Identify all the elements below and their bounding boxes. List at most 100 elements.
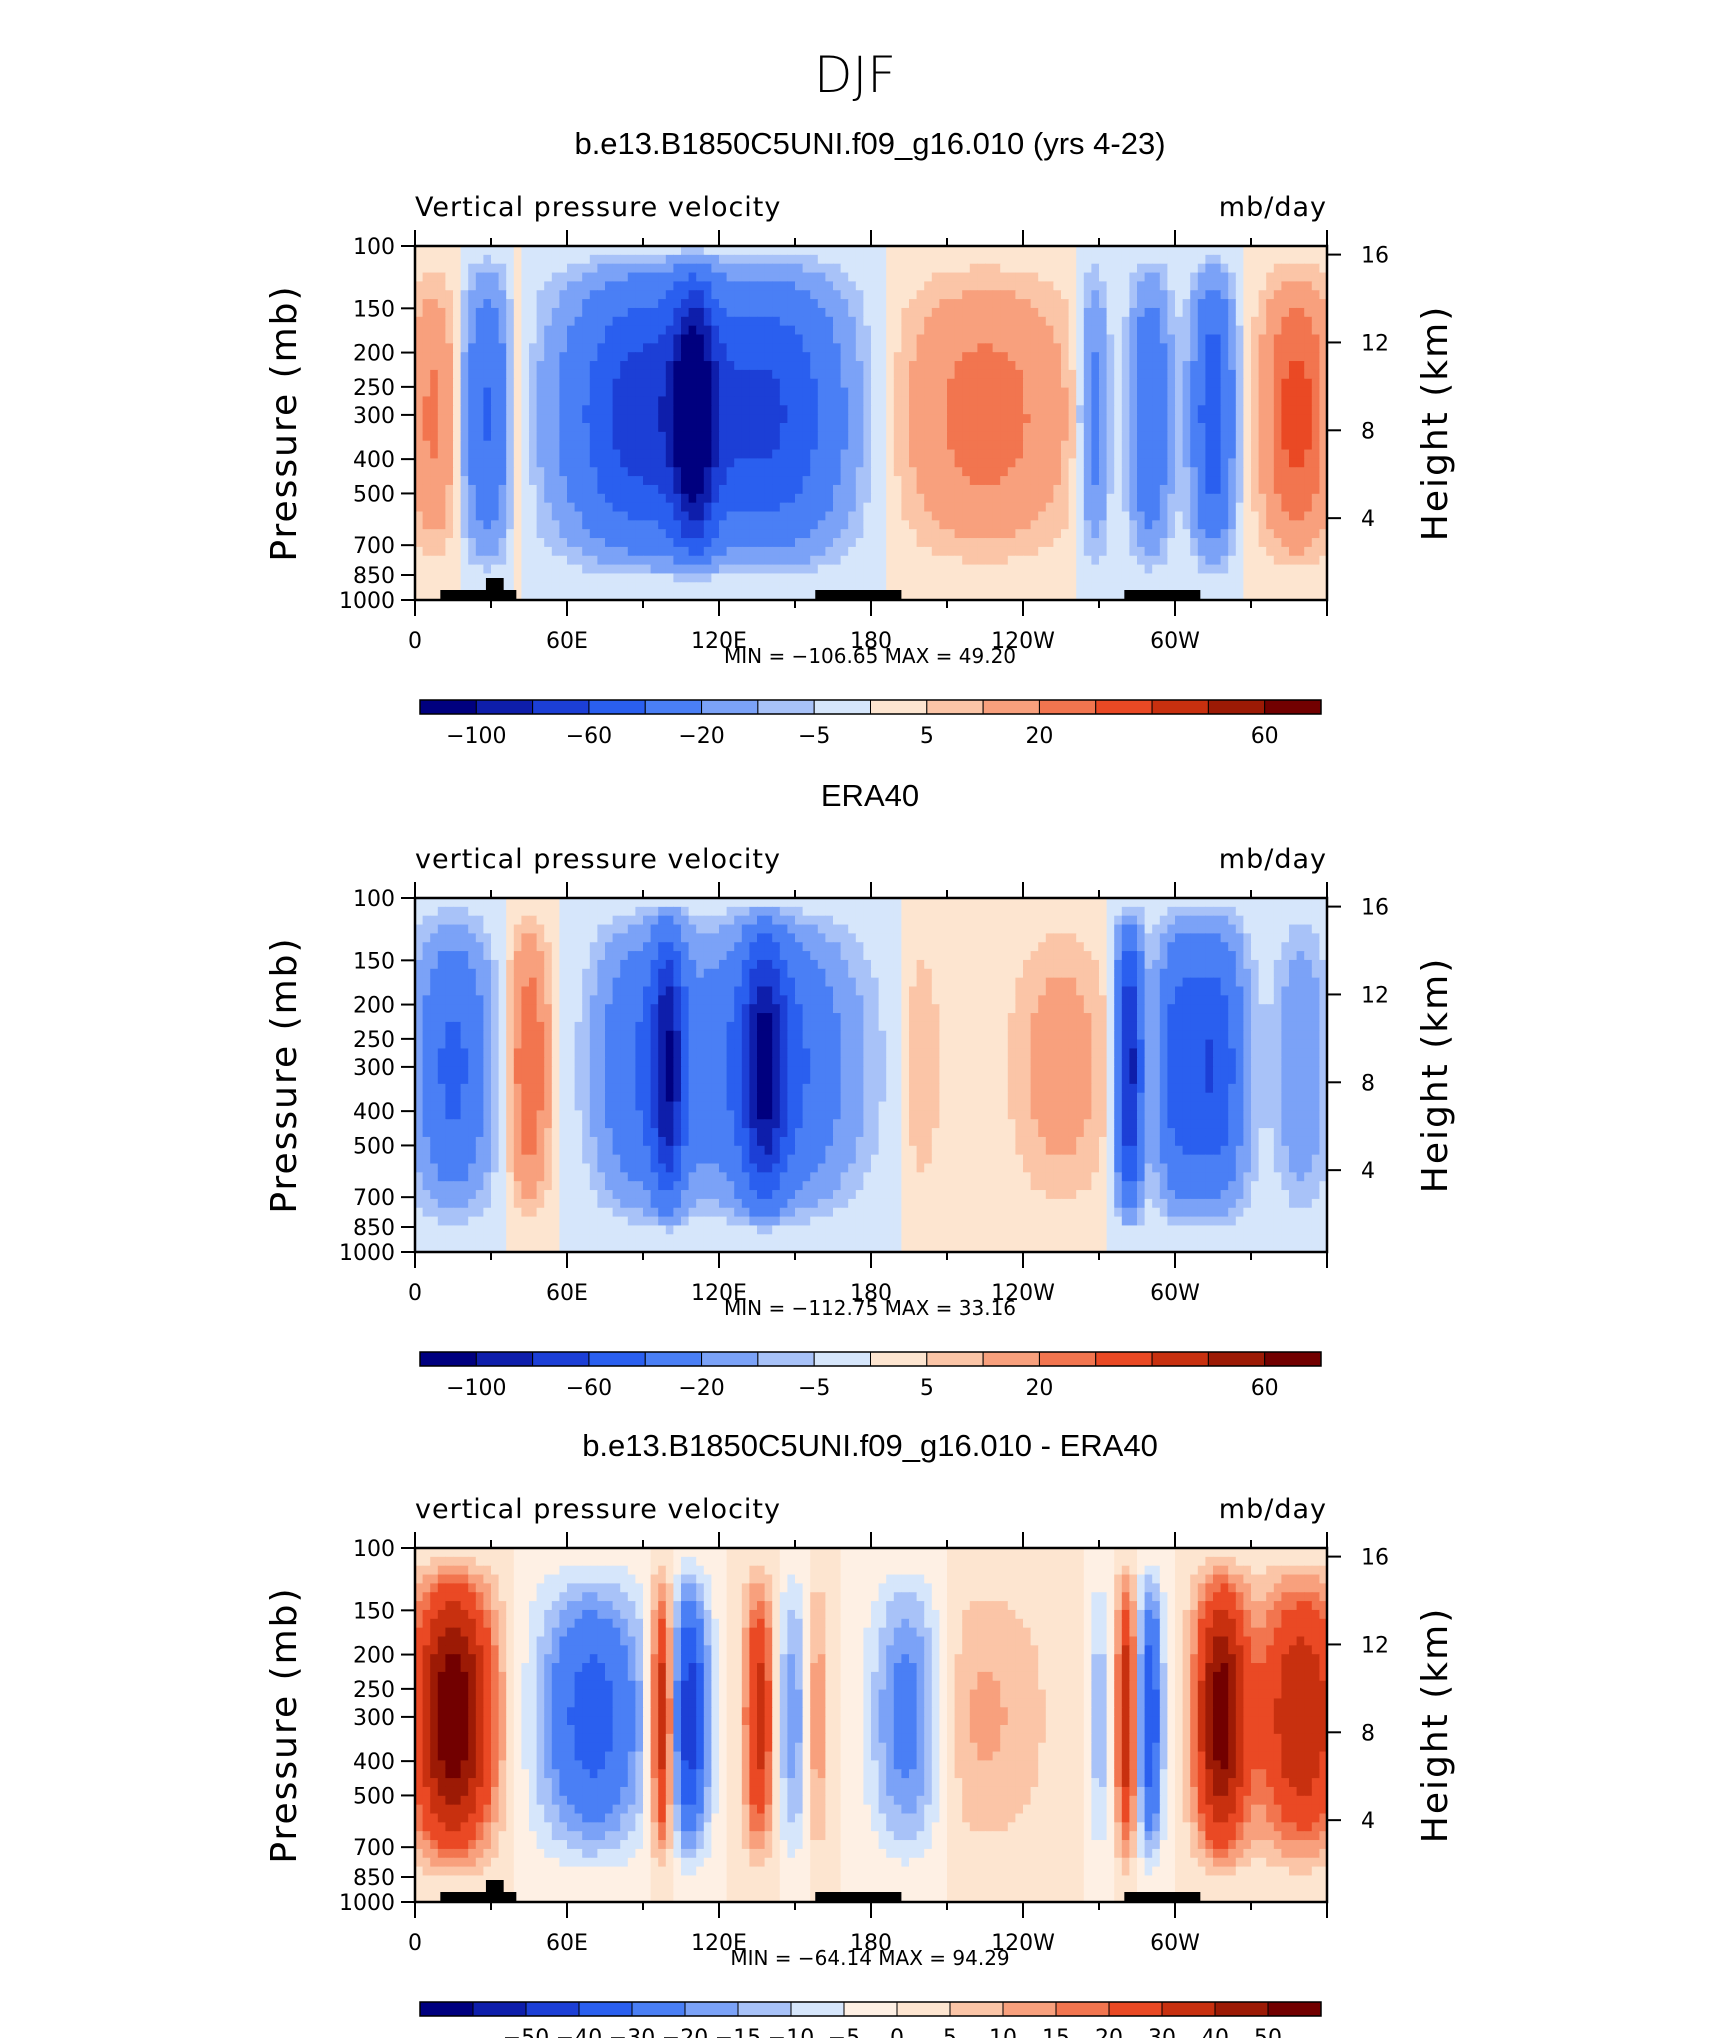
field-cell (734, 431, 743, 442)
field-cell (1311, 458, 1320, 468)
field-cell (551, 591, 560, 601)
field-cell (589, 591, 598, 601)
field-cell (711, 246, 720, 256)
field-cell (1243, 272, 1252, 282)
field-cell (871, 405, 880, 415)
field-cell (1053, 564, 1062, 575)
field-cell (536, 423, 545, 433)
field-cell (886, 299, 895, 309)
field-cell (878, 440, 887, 451)
field-cell (947, 520, 956, 530)
field-cell (1258, 387, 1267, 398)
field-cell (1038, 378, 1047, 389)
field-cell (1106, 484, 1115, 495)
field-cell (916, 361, 925, 371)
field-cell (772, 334, 781, 344)
field-cell (719, 573, 728, 583)
field-cell (635, 316, 644, 327)
field-cell (529, 502, 538, 513)
field-cell (460, 564, 469, 575)
field-cell (1144, 546, 1153, 557)
field-cell (1114, 325, 1123, 336)
field-cell (1007, 476, 1016, 486)
field-cell (1076, 387, 1085, 398)
field-cell (544, 352, 553, 362)
field-cell (567, 396, 576, 406)
field-cell (544, 476, 553, 486)
field-cell (506, 290, 515, 300)
field-cell (893, 449, 902, 459)
field-cell (1243, 573, 1252, 583)
field-cell (703, 431, 712, 442)
field-cell (931, 334, 940, 344)
field-cell (886, 281, 895, 291)
field-cell (901, 281, 910, 291)
field-cell (468, 361, 477, 371)
field-cell (886, 555, 895, 566)
field-cell (1076, 476, 1085, 486)
field-cell (688, 591, 697, 601)
field-cell (589, 405, 598, 415)
field-cell (1220, 449, 1229, 459)
field-cell (947, 405, 956, 415)
field-cell (969, 564, 978, 575)
field-cell (1106, 423, 1115, 433)
field-cell (1099, 343, 1108, 353)
field-cell (825, 325, 834, 336)
field-cell (1038, 246, 1047, 256)
field-cell (597, 361, 606, 371)
field-cell (969, 352, 978, 362)
field-cell (521, 546, 530, 557)
field-cell (817, 898, 826, 908)
field-cell (665, 325, 674, 336)
field-cell (1266, 573, 1275, 583)
field-cell (1099, 431, 1108, 442)
field-cell (1167, 325, 1176, 336)
field-cell (1137, 484, 1146, 495)
field-cell (620, 467, 629, 477)
colorbar-bin (1095, 699, 1153, 715)
field-cell (453, 290, 462, 300)
field-cell (1076, 246, 1085, 256)
field-cell (437, 387, 446, 398)
field-cell (643, 546, 652, 557)
field-cell (703, 307, 712, 318)
field-cell (871, 396, 880, 406)
field-cell (491, 378, 500, 389)
field-cell (1266, 511, 1275, 521)
field-cell (650, 582, 659, 592)
field-cell (1243, 334, 1252, 344)
field-cell (795, 361, 804, 371)
field-cell (1038, 352, 1047, 362)
field-cell (901, 263, 910, 274)
field-cell (1197, 467, 1206, 477)
field-cell (1121, 299, 1130, 309)
field-cell (764, 352, 773, 362)
field-cell (787, 246, 796, 256)
field-cell (567, 502, 576, 513)
field-cell (833, 352, 842, 362)
field-cell (681, 511, 690, 521)
field-cell (460, 520, 469, 530)
field-cell (855, 449, 864, 459)
field-cell (1220, 263, 1229, 274)
field-cell (703, 361, 712, 371)
colorbar-bin (419, 699, 477, 715)
field-cell (643, 343, 652, 353)
field-cell (825, 316, 834, 327)
field-cell (430, 281, 439, 291)
field-cell (1289, 378, 1298, 389)
field-cell (1030, 546, 1039, 557)
field-cell (1152, 476, 1161, 486)
field-cell (1159, 582, 1168, 592)
field-cell (1053, 591, 1062, 601)
field-cell (901, 458, 910, 468)
field-cell (681, 387, 690, 398)
field-cell (787, 476, 796, 486)
field-cell (931, 467, 940, 477)
field-cell (749, 290, 758, 300)
field-cell (772, 414, 781, 424)
field-cell (453, 316, 462, 327)
field-cell (711, 352, 720, 362)
field-cell (453, 414, 462, 424)
